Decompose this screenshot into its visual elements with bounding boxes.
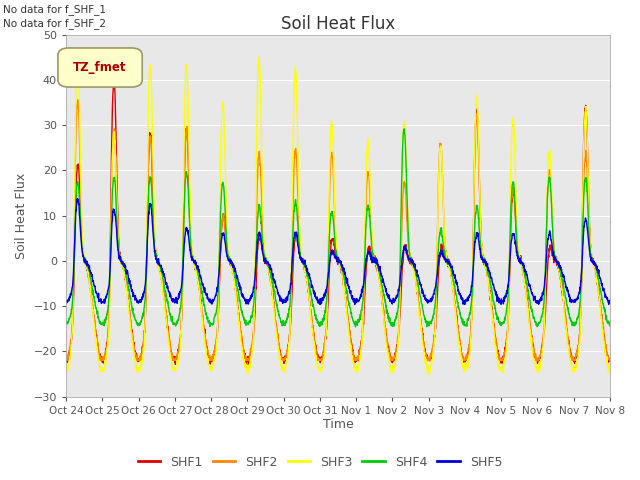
- SHF5: [366, 251, 374, 257]
- SHF4: [559, 276, 566, 282]
- SHF4: [351, 324, 359, 330]
- SHF5: [559, 270, 566, 276]
- SHF2: [496, 358, 504, 363]
- SHF5: [606, 299, 614, 305]
- SHF2: [354, 355, 362, 360]
- SHF4: [497, 320, 504, 325]
- Text: No data for f_SHF_2: No data for f_SHF_2: [3, 18, 106, 29]
- Line: SHF2: SHF2: [66, 100, 610, 360]
- FancyBboxPatch shape: [58, 48, 142, 87]
- SHF1: [354, 358, 362, 364]
- SHF2: [606, 358, 614, 363]
- SHF1: [109, 79, 117, 84]
- SHF3: [573, 356, 581, 362]
- Text: TZ_fmet: TZ_fmet: [73, 61, 127, 74]
- SHF1: [497, 356, 504, 361]
- SHF3: [354, 366, 362, 372]
- Title: Soil Heat Flux: Soil Heat Flux: [281, 15, 395, 33]
- SHF1: [244, 362, 252, 368]
- Line: SHF4: SHF4: [66, 129, 610, 327]
- Line: SHF1: SHF1: [66, 82, 610, 365]
- SHF1: [606, 356, 614, 361]
- SHF2: [62, 358, 70, 363]
- SHF2: [366, 187, 374, 192]
- SHF3: [214, 317, 222, 323]
- SHF4: [606, 323, 614, 328]
- Legend: SHF1, SHF2, SHF3, SHF4, SHF5: SHF1, SHF2, SHF3, SHF4, SHF5: [132, 451, 508, 474]
- SHF5: [573, 294, 581, 300]
- SHF5: [62, 300, 70, 305]
- SHF2: [558, 286, 566, 292]
- SHF2: [214, 322, 222, 327]
- Line: SHF5: SHF5: [66, 199, 610, 304]
- SHF5: [74, 196, 81, 202]
- SHF4: [400, 126, 408, 132]
- SHF4: [62, 320, 70, 326]
- SHF3: [74, 49, 82, 55]
- SHF1: [214, 319, 222, 325]
- SHF2: [573, 350, 581, 356]
- SHF3: [425, 372, 433, 377]
- SHF1: [366, 247, 374, 252]
- SHF2: [74, 97, 81, 103]
- SHF3: [497, 365, 504, 371]
- SHF3: [366, 163, 374, 168]
- SHF1: [573, 349, 581, 355]
- SHF1: [62, 356, 70, 361]
- Line: SHF3: SHF3: [66, 52, 610, 374]
- SHF4: [366, 212, 374, 218]
- SHF3: [62, 363, 70, 369]
- SHF5: [497, 300, 504, 305]
- SHF5: [354, 298, 362, 303]
- SHF4: [214, 293, 221, 299]
- Text: No data for f_SHF_1: No data for f_SHF_1: [3, 4, 106, 15]
- SHF5: [351, 301, 358, 307]
- SHF3: [606, 369, 614, 374]
- X-axis label: Time: Time: [323, 419, 353, 432]
- SHF1: [559, 292, 566, 298]
- SHF4: [573, 316, 581, 322]
- Y-axis label: Soil Heat Flux: Soil Heat Flux: [15, 172, 28, 259]
- SHF4: [354, 319, 362, 325]
- SHF3: [559, 288, 566, 294]
- SHF5: [214, 282, 222, 288]
